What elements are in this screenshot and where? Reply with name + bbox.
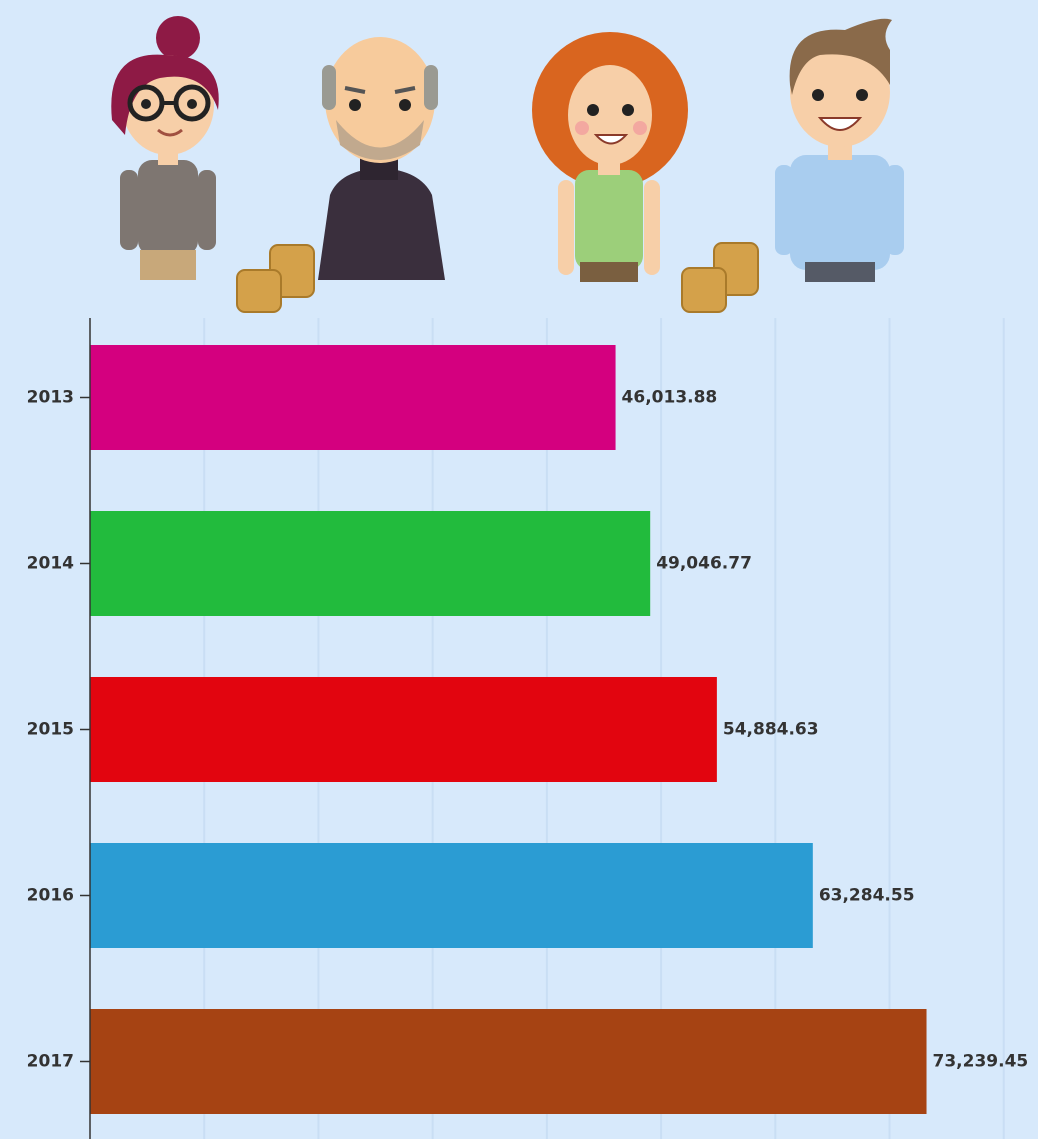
plot-area: 46,013.88 2013 49,046.77 2014 54,884.63 2015 6… [27,318,1029,1139]
bar [90,1009,927,1114]
illustration-shape [138,160,198,255]
illustration-shape [790,155,890,270]
value-label: 54,884.63 [723,720,819,740]
illustration-shape [817,117,863,131]
illustration-shape [644,180,660,275]
value-label: 63,284.55 [819,886,915,906]
illustration-shape [580,262,638,282]
illustration-shape [157,128,183,137]
bar [90,511,651,616]
person-woman-glasses [111,16,219,280]
illustration-shape [325,37,435,163]
illustration [111,16,904,313]
illustration-shape [336,120,424,160]
person-bald-man [318,37,445,280]
illustration-shape [141,99,151,109]
illustration-shape [424,65,438,110]
illustration-shape [812,89,824,101]
bar [90,677,717,782]
illustration-shape [575,121,589,135]
illustration-shape [575,170,643,270]
coin-stack [236,242,759,313]
illustration-shape [344,86,366,94]
illustration-shape [140,250,196,280]
y-tick-label: 2015 [27,720,74,740]
illustration-shape [399,99,411,111]
y-tick-label: 2016 [27,886,74,906]
value-label: 49,046.77 [656,554,752,574]
bar [90,843,813,948]
illustration-shape [156,16,200,60]
illustration-shape [349,99,361,111]
illustration-shape [886,165,904,255]
illustration-shape [622,104,634,116]
illustration-shape [236,269,282,313]
bar [90,345,616,450]
illustration-shape [633,121,647,135]
illustration-shape [111,54,219,135]
illustration-shape [568,65,652,165]
illustration-shape [805,262,875,282]
illustration-shape [198,170,216,250]
y-tick-label: 2014 [27,554,74,574]
person-curly-woman [532,32,688,282]
person-young-man [775,18,904,282]
illustration-shape [322,65,336,110]
illustration-shape [681,267,727,313]
illustration-shape [120,170,138,250]
illustration-shape [587,104,599,116]
illustration-shape [394,86,416,94]
illustration-shape [558,180,574,275]
illustration-shape [790,37,890,147]
illustration-shape [593,134,629,145]
illustration-shape [775,165,793,255]
illustration-shape [789,18,892,95]
value-label: 73,239.45 [933,1052,1029,1072]
illustration-shape [856,89,868,101]
y-tick-label: 2013 [27,388,74,408]
illustration-shape [318,168,445,280]
value-label: 46,013.88 [622,388,718,408]
y-tick-label: 2017 [27,1052,74,1072]
illustration-shape [187,99,197,109]
